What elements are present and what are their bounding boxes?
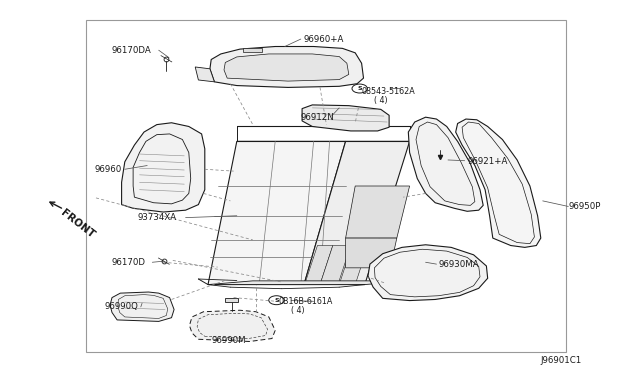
Text: ( 4): ( 4) xyxy=(374,96,388,105)
Text: ( 4): ( 4) xyxy=(291,306,305,315)
Text: 93734XA: 93734XA xyxy=(138,213,177,222)
Polygon shape xyxy=(305,246,333,285)
Text: 96960+A: 96960+A xyxy=(304,35,344,44)
Text: S: S xyxy=(357,86,362,91)
Text: 96960: 96960 xyxy=(95,165,122,174)
Text: 0B16B-6161A: 0B16B-6161A xyxy=(278,297,333,306)
Text: 96921+A: 96921+A xyxy=(467,157,508,166)
Polygon shape xyxy=(210,46,364,87)
Text: 96170D: 96170D xyxy=(112,258,146,267)
Text: 96912N: 96912N xyxy=(301,113,335,122)
Bar xyxy=(86,20,566,352)
Polygon shape xyxy=(320,246,351,285)
Text: 96990Q: 96990Q xyxy=(104,302,138,311)
Text: 96990M: 96990M xyxy=(211,336,246,345)
Text: 96170DA: 96170DA xyxy=(112,46,152,55)
Polygon shape xyxy=(408,117,483,211)
Polygon shape xyxy=(224,54,349,81)
Polygon shape xyxy=(189,310,275,341)
Polygon shape xyxy=(302,105,389,131)
Text: FRONT: FRONT xyxy=(59,208,97,240)
Text: J96901C1: J96901C1 xyxy=(541,356,582,365)
Polygon shape xyxy=(208,141,346,285)
Polygon shape xyxy=(110,292,174,321)
Text: 96930MA: 96930MA xyxy=(438,260,479,269)
Polygon shape xyxy=(243,48,262,52)
Polygon shape xyxy=(122,123,205,212)
Text: 96950P: 96950P xyxy=(568,202,601,211)
Polygon shape xyxy=(346,186,410,238)
Text: S: S xyxy=(274,298,279,303)
Polygon shape xyxy=(339,246,368,285)
Polygon shape xyxy=(368,245,488,301)
Polygon shape xyxy=(346,238,397,268)
Polygon shape xyxy=(195,67,214,82)
Polygon shape xyxy=(304,141,410,285)
Polygon shape xyxy=(225,298,238,302)
Text: 08543-5162A: 08543-5162A xyxy=(362,87,415,96)
Polygon shape xyxy=(456,119,541,247)
Polygon shape xyxy=(208,281,410,285)
